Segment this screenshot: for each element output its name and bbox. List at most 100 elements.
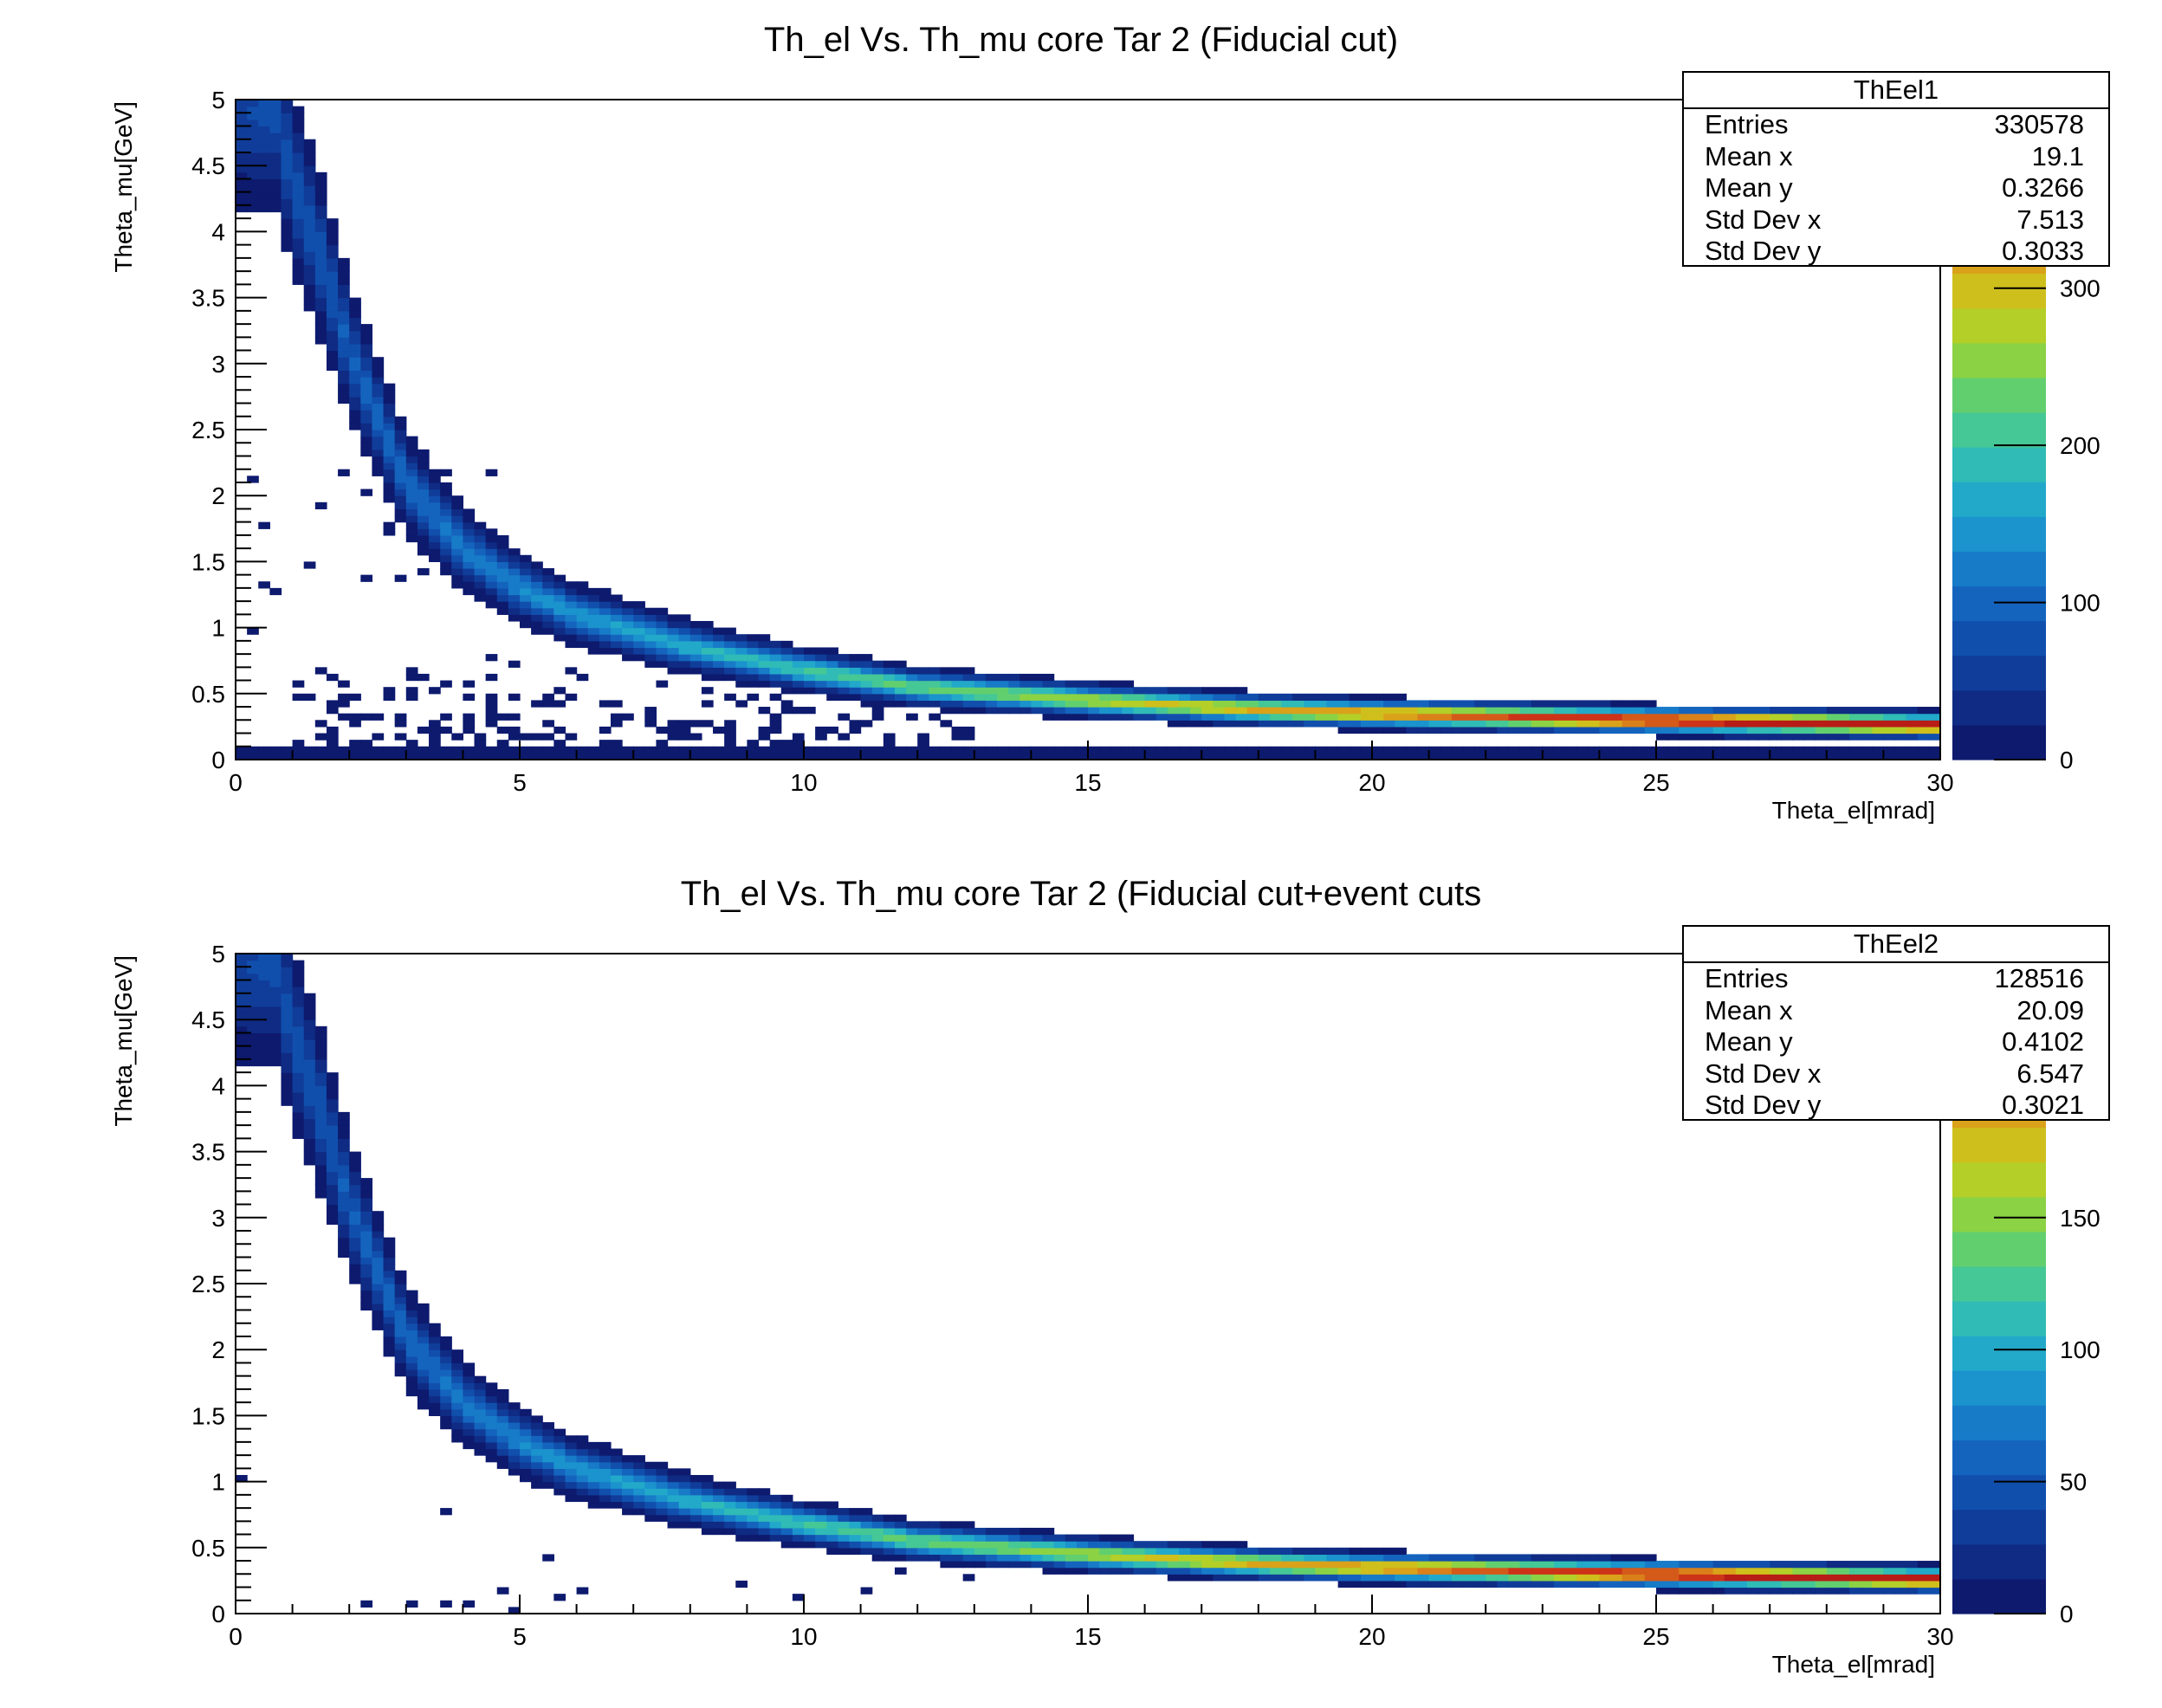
heatmap-cell xyxy=(1395,1554,1407,1562)
heatmap-cell xyxy=(451,521,463,529)
heatmap-cell xyxy=(599,1455,612,1463)
heatmap-cell xyxy=(667,1488,680,1496)
heatmap-cell xyxy=(1917,746,1930,754)
heatmap-cell xyxy=(1770,726,1782,734)
heatmap-cell xyxy=(1861,720,1873,728)
heatmap-cell xyxy=(1315,720,1328,728)
heatmap-cell xyxy=(1519,1580,1532,1588)
heatmap-cell xyxy=(1122,687,1135,695)
heatmap-cell xyxy=(440,534,452,543)
heatmap-cell xyxy=(326,337,339,345)
heatmap-cell xyxy=(394,488,407,496)
heatmap-cell xyxy=(917,700,929,708)
heatmap-cell xyxy=(1383,1554,1395,1562)
heatmap-cell xyxy=(508,1448,521,1456)
heatmap-cell xyxy=(587,1481,600,1489)
heatmap-cell xyxy=(1599,1554,1612,1562)
heatmap-cell xyxy=(405,740,418,747)
heatmap-cell xyxy=(633,614,645,622)
heatmap-cell xyxy=(1724,720,1737,728)
heatmap-cell xyxy=(724,1514,736,1522)
heatmap-cell xyxy=(1917,733,1930,741)
heatmap-cell xyxy=(1428,746,1441,754)
heatmap-cell xyxy=(1565,713,1577,721)
heatmap-cell xyxy=(258,753,270,760)
heatmap-cell xyxy=(1758,1574,1770,1582)
heatmap-cell xyxy=(349,740,361,747)
heatmap-cell xyxy=(1497,1561,1510,1569)
heatmap-cell xyxy=(417,568,430,576)
heatmap-cell xyxy=(303,1058,316,1067)
heatmap-cell xyxy=(565,1455,578,1463)
heatmap-cell xyxy=(826,673,838,682)
heatmap-cell xyxy=(633,1461,645,1469)
heatmap-cell xyxy=(1020,746,1032,754)
heatmap-cell xyxy=(1803,1580,1816,1588)
heatmap-cell xyxy=(314,231,327,239)
heatmap-cell xyxy=(1928,726,1941,734)
heatmap-cell xyxy=(1417,700,1430,708)
heatmap-cell xyxy=(701,673,714,682)
heatmap-cell xyxy=(349,410,361,417)
heatmap-cell xyxy=(1781,707,1794,715)
heatmap-cell xyxy=(405,508,418,516)
heatmap-cell xyxy=(769,673,782,682)
heatmap-cell xyxy=(451,1355,463,1364)
heatmap-cell xyxy=(1803,753,1816,760)
heatmap-cell xyxy=(326,1085,339,1093)
heatmap-cell xyxy=(1315,713,1328,721)
heatmap-cell xyxy=(247,1052,259,1060)
heatmap-cell xyxy=(394,574,407,582)
heatmap-cell xyxy=(599,647,612,655)
heatmap-cell xyxy=(326,304,339,312)
heatmap-cell xyxy=(326,673,339,682)
heatmap-cell xyxy=(440,753,452,760)
heatmap-cell xyxy=(860,753,873,760)
heatmap-cell xyxy=(292,152,305,160)
heatmap-cell xyxy=(1440,726,1453,734)
heatmap-cell xyxy=(405,1330,418,1337)
heatmap-cell xyxy=(451,581,463,589)
heatmap-cell xyxy=(701,1488,714,1496)
heatmap-cell xyxy=(1383,726,1395,734)
heatmap-cell xyxy=(1667,1567,1680,1575)
heatmap-cell xyxy=(713,640,725,649)
heatmap-cell xyxy=(372,1250,385,1258)
heatmap-cell xyxy=(576,1494,589,1503)
heatmap-cell xyxy=(1928,753,1941,760)
heatmap-cell xyxy=(1622,1580,1634,1588)
heatmap-cell xyxy=(667,654,680,662)
heatmap-cell xyxy=(1224,746,1237,754)
heatmap-cell xyxy=(1053,693,1066,702)
heatmap-cell xyxy=(633,1488,645,1496)
stats-row-mean-y: Mean y 0.4102 xyxy=(1705,1026,2084,1057)
heatmap-cell xyxy=(815,647,827,655)
heatmap-cell xyxy=(1133,687,1146,695)
heatmap-cell xyxy=(496,581,509,589)
heatmap-cell xyxy=(474,594,487,602)
heatmap-cell xyxy=(496,1422,509,1430)
heatmap-cell xyxy=(1508,753,1521,760)
heatmap-cell xyxy=(303,297,316,305)
heatmap-cell xyxy=(1383,700,1395,708)
heatmap-cell xyxy=(1099,1541,1111,1549)
heatmap-cell xyxy=(962,680,975,688)
heatmap-cell xyxy=(724,634,736,642)
z-tick-label: 0 xyxy=(2060,747,2074,773)
heatmap-cell xyxy=(1610,746,1623,754)
heatmap-cell xyxy=(849,673,862,682)
heatmap-cell xyxy=(281,185,294,193)
heatmap-cell xyxy=(1235,1541,1248,1549)
heatmap-cell xyxy=(1326,746,1339,754)
heatmap-cell xyxy=(236,1058,248,1067)
heatmap-cell xyxy=(314,1045,327,1053)
heatmap-cell xyxy=(314,1105,327,1113)
heatmap-cell xyxy=(383,383,396,391)
heatmap-cell xyxy=(405,1382,418,1390)
heatmap-cell xyxy=(1110,1534,1123,1542)
heatmap-cell xyxy=(429,1375,441,1383)
heatmap-cell xyxy=(326,297,339,305)
heatmap-cell xyxy=(804,1527,816,1536)
heatmap-cell xyxy=(1746,713,1759,721)
heatmap-cell xyxy=(542,720,554,728)
